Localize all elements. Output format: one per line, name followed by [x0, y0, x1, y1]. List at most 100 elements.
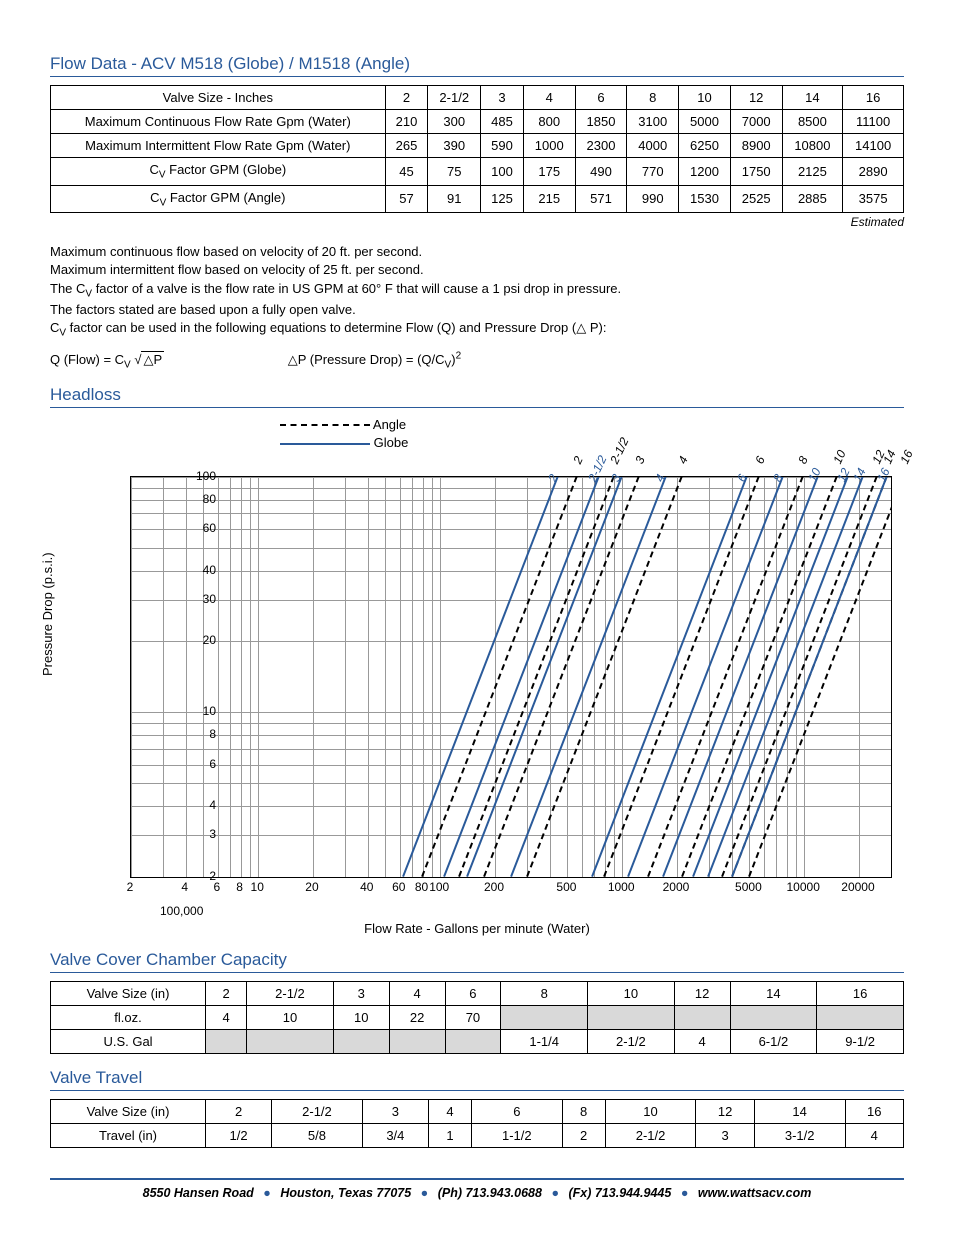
x-tick: 100 — [429, 880, 449, 894]
chamber-capacity-title: Valve Cover Chamber Capacity — [50, 950, 904, 973]
series-label-angle: 10 — [830, 448, 848, 466]
y-axis-label: Pressure Drop (p.s.i.) — [40, 552, 55, 676]
eq-flow: Q (Flow) = CV √△P — [50, 352, 168, 367]
cell: 4 — [845, 1123, 903, 1147]
cell: 75 — [428, 158, 481, 186]
col-header: 2-1/2 — [247, 981, 334, 1005]
x-tick: 20 — [305, 880, 318, 894]
col-header: 16 — [817, 981, 904, 1005]
col-header: 14 — [754, 1099, 845, 1123]
x-tick: 10 — [251, 880, 264, 894]
cell — [588, 1005, 675, 1029]
cell: 571 — [575, 185, 627, 213]
x-tick: 10000 — [787, 880, 820, 894]
chart-series-line — [443, 476, 599, 877]
series-label-angle: 2-1/2 — [607, 435, 631, 466]
footer-web: www.wattsacv.com — [698, 1186, 811, 1200]
chart-series-line — [732, 476, 888, 877]
cell: 300 — [428, 110, 481, 134]
note-line: Maximum intermittent flow based on veloc… — [50, 261, 904, 279]
cell: 265 — [385, 134, 428, 158]
table-row: Maximum Intermittent Flow Rate Gpm (Wate… — [51, 134, 904, 158]
row-label: CV Factor GPM (Angle) — [51, 185, 386, 213]
cell: 2-1/2 — [588, 1029, 675, 1053]
col-header: 6 — [471, 1099, 562, 1123]
x-axis-label: Flow Rate - Gallons per minute (Water) — [50, 921, 904, 936]
cell: 3-1/2 — [754, 1123, 845, 1147]
footer-city: Houston, Texas 77075 — [280, 1186, 411, 1200]
x-tick: 80 — [415, 880, 428, 894]
row-header: Valve Size (in) — [51, 981, 206, 1005]
x-tick: 1000 — [608, 880, 635, 894]
cell: 3/4 — [362, 1123, 428, 1147]
cell: 5000 — [679, 110, 731, 134]
row-header: Valve Size (in) — [51, 1099, 206, 1123]
table-row: CV Factor GPM (Angle)5791125215571990153… — [51, 185, 904, 213]
cell: 3575 — [843, 185, 904, 213]
col-header: 10 — [605, 1099, 696, 1123]
y-tick: 20 — [176, 633, 216, 647]
cell: 100 — [481, 158, 524, 186]
x-tick: 500 — [556, 880, 576, 894]
cell: 10 — [333, 1005, 389, 1029]
chart-series-line — [483, 476, 639, 877]
col-header: 8 — [627, 86, 679, 110]
estimated-note: Estimated — [50, 215, 904, 229]
x-tick: 20000 — [841, 880, 874, 894]
col-header: 12 — [730, 86, 782, 110]
cell — [445, 1029, 501, 1053]
x-tick: 2000 — [663, 880, 690, 894]
x-tick: 4 — [181, 880, 188, 894]
cell — [247, 1029, 334, 1053]
flow-data-title: Flow Data - ACV M518 (Globe) / M1518 (An… — [50, 54, 904, 77]
y-tick: 80 — [176, 492, 216, 506]
chart-series-line — [721, 476, 877, 877]
cell: 1/2 — [206, 1123, 272, 1147]
cell: 390 — [428, 134, 481, 158]
cell: 1530 — [679, 185, 731, 213]
cell: 4000 — [627, 134, 679, 158]
cell: 2525 — [730, 185, 782, 213]
x-tick: 200 — [484, 880, 504, 894]
series-label-angle: 6 — [752, 454, 768, 466]
cell — [206, 1029, 247, 1053]
cell: 1750 — [730, 158, 782, 186]
y-tick: 60 — [176, 521, 216, 535]
note-line: Maximum continuous flow based on velocit… — [50, 243, 904, 261]
table-header-row: Valve Size - Inches22-1/2346810121416 — [51, 86, 904, 110]
y-tick: 100 — [176, 469, 216, 483]
cell: 2 — [562, 1123, 605, 1147]
col-header: 4 — [523, 86, 575, 110]
cell: 6-1/2 — [730, 1029, 817, 1053]
col-header: 14 — [782, 86, 843, 110]
cell: 4 — [206, 1005, 247, 1029]
series-label-angle: 2 — [570, 454, 586, 466]
cell: 2890 — [843, 158, 904, 186]
cell: 2885 — [782, 185, 843, 213]
cell: 45 — [385, 158, 428, 186]
col-header: 3 — [362, 1099, 428, 1123]
cell: 4 — [674, 1029, 730, 1053]
cell: 1 — [428, 1123, 471, 1147]
cell: 125 — [481, 185, 524, 213]
col-header: 2 — [206, 981, 247, 1005]
notes-block: Maximum continuous flow based on velocit… — [50, 243, 904, 341]
x-tick: 2 — [127, 880, 134, 894]
cell: 6250 — [679, 134, 731, 158]
page-footer: 8550 Hansen Road ● Houston, Texas 77075 … — [50, 1178, 904, 1200]
col-header: 2 — [206, 1099, 272, 1123]
cell: 485 — [481, 110, 524, 134]
cell — [674, 1005, 730, 1029]
chart-series-line — [466, 476, 622, 877]
cell: 5/8 — [272, 1123, 363, 1147]
note-line: CV factor can be used in the following e… — [50, 319, 904, 341]
cell: 2-1/2 — [605, 1123, 696, 1147]
valve-travel-table: Valve Size (in)22-1/2346810121416 Travel… — [50, 1099, 904, 1148]
cell: 14100 — [843, 134, 904, 158]
row-label: Maximum Intermittent Flow Rate Gpm (Wate… — [51, 134, 386, 158]
table-row: U.S. Gal1-1/42-1/246-1/29-1/2 — [51, 1029, 904, 1053]
cell: 175 — [523, 158, 575, 186]
cell: 9-1/2 — [817, 1029, 904, 1053]
series-label-angle: 4 — [675, 454, 691, 466]
col-header: 2-1/2 — [428, 86, 481, 110]
